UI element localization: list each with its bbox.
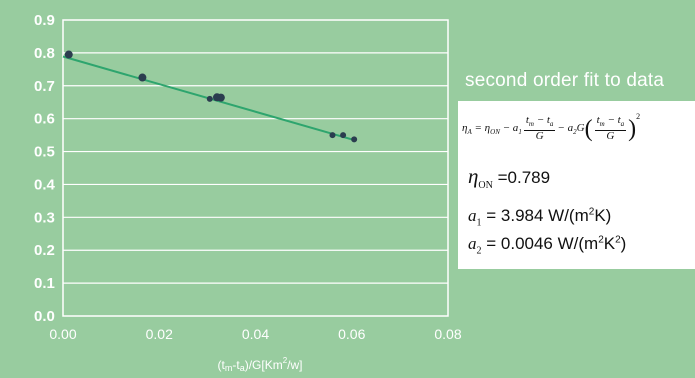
x-tick-label: 0.02 [146, 326, 173, 342]
grid-lines [63, 52, 448, 284]
y-tick-label: 0.1 [34, 275, 55, 292]
data-point [64, 50, 73, 59]
data-point [138, 73, 147, 82]
x-tick-label: 0.04 [242, 326, 269, 342]
y-tick-label: 0.9 [34, 12, 55, 29]
data-point [206, 95, 213, 102]
eta0-line: ηON =0.789 [468, 164, 550, 191]
x-axis-label: (tm-ta)/G[Km2/w] [218, 356, 303, 373]
a1-symbol: a1 [468, 206, 482, 229]
a1-value: = 3.984 W/(m [486, 206, 589, 225]
x-tick-label: 0.06 [338, 326, 365, 342]
efficiency-formula: ηA = ηON − a1 tm − ta G − a2G ( tm − ta G … [462, 112, 641, 143]
fit-title: second order fit to data [465, 70, 665, 91]
data-point [340, 132, 347, 139]
a2-line: a2 = 0.0046 W/(m2K2) [468, 234, 627, 257]
y-tick-label: 0.2 [34, 242, 55, 259]
y-tick-label: 0.6 [34, 111, 55, 128]
x-tick-label: 0.00 [49, 326, 76, 342]
y-axis-ticks: 0.0 0.1 0.2 0.3 0.4 0.5 0.6 0.7 0.8 0.9 [34, 12, 56, 325]
y-tick-label: 0.8 [34, 45, 55, 62]
y-tick-label: 0.5 [34, 144, 55, 161]
x-tick-label: 0.08 [434, 326, 461, 342]
y-tick-label: 0.7 [34, 78, 55, 95]
data-point [351, 136, 358, 143]
plot-frame [62, 19, 449, 317]
a2-symbol: a2 [468, 234, 482, 257]
y-tick-label: 0.0 [34, 308, 55, 325]
equation-box: ηA = ηON − a1 tm − ta G − a2G ( tm − ta G … [458, 101, 695, 269]
data-points [64, 50, 358, 143]
data-point [216, 93, 225, 102]
y-tick-label: 0.3 [34, 209, 55, 226]
y-tick-label: 0.4 [34, 176, 56, 193]
eta0-symbol: ηON [468, 164, 493, 192]
data-point [329, 132, 336, 139]
x-axis-ticks: 0.00 0.02 0.04 0.06 0.08 [49, 326, 461, 342]
eta0-value: =0.789 [497, 168, 551, 187]
a1-line: a1 = 3.984 W/(m2K) [468, 206, 612, 229]
a2-value: = 0.0046 W/(m [486, 234, 599, 253]
